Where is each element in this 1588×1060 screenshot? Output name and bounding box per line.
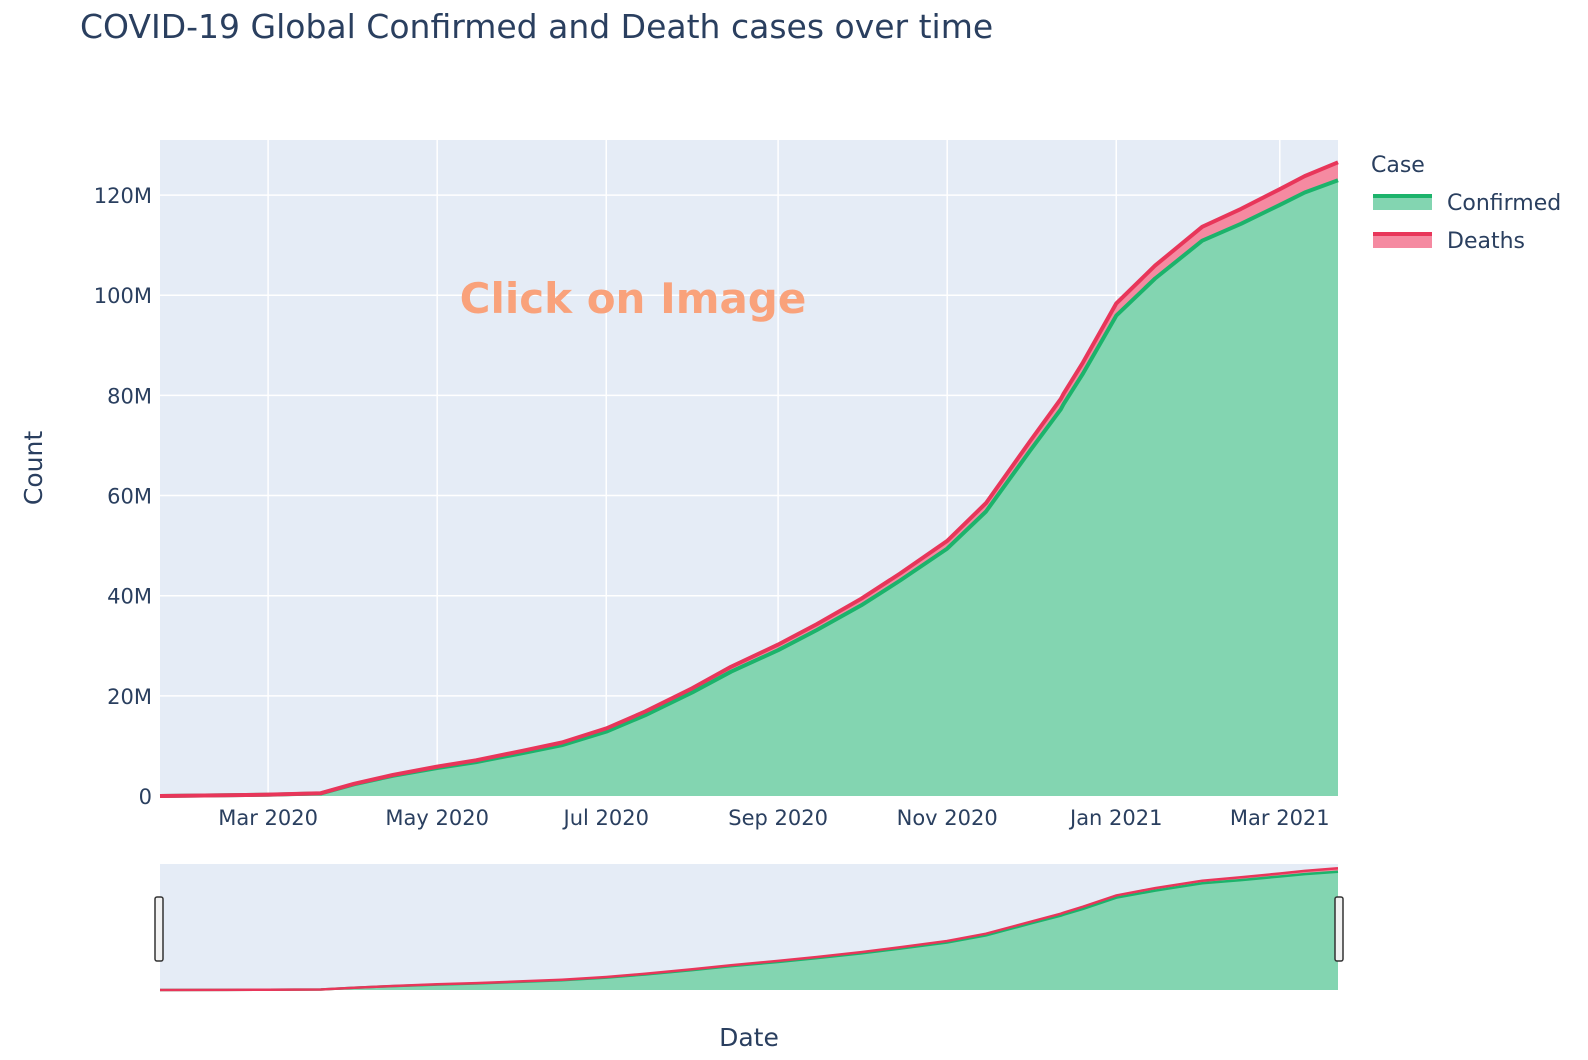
y-tick-label: 20M bbox=[107, 685, 152, 709]
x-tick-label: Jul 2020 bbox=[562, 806, 649, 830]
x-tick-label: Mar 2020 bbox=[218, 806, 318, 830]
x-tick-label: Jan 2021 bbox=[1068, 806, 1163, 830]
range-slider-preview bbox=[159, 867, 1339, 992]
x-tick-label: Nov 2020 bbox=[897, 806, 998, 830]
x-tick-label: Mar 2021 bbox=[1230, 806, 1330, 830]
range-slider-left-handle[interactable] bbox=[154, 896, 164, 962]
deaths-area bbox=[160, 162, 1338, 797]
x-axis-title: Date bbox=[719, 1023, 779, 1052]
slider-deaths-area bbox=[160, 868, 1338, 990]
legend-label-deaths: Deaths bbox=[1447, 229, 1525, 254]
confirmed-area bbox=[160, 180, 1338, 796]
click-annotation[interactable]: Click on Image bbox=[460, 274, 807, 323]
y-tick-label: 80M bbox=[107, 384, 152, 408]
y-tick-label: 60M bbox=[107, 485, 152, 509]
x-tick-label: May 2020 bbox=[385, 806, 489, 830]
y-tick-label: 0 bbox=[139, 785, 152, 809]
range-slider[interactable] bbox=[154, 864, 1344, 992]
legend-item-deaths[interactable]: Deaths bbox=[1373, 229, 1525, 254]
legend-item-confirmed[interactable]: Confirmed bbox=[1373, 191, 1561, 216]
y-tick-label: 100M bbox=[94, 284, 152, 308]
y-gridlines bbox=[160, 194, 1338, 697]
line-series bbox=[159, 160, 1339, 798]
legend-label-confirmed: Confirmed bbox=[1447, 191, 1561, 216]
y-axis-ticks: 0 20M 40M 60M 80M 100M 120M bbox=[94, 184, 152, 809]
x-tick-label: Sep 2020 bbox=[728, 806, 828, 830]
deaths-line[interactable] bbox=[159, 160, 1339, 798]
y-axis-title: Count bbox=[19, 431, 48, 505]
slider-confirmed-area bbox=[160, 871, 1338, 990]
range-slider-right-handle[interactable] bbox=[1334, 896, 1344, 962]
y-tick-label: 120M bbox=[94, 184, 152, 208]
area-series bbox=[160, 162, 1338, 797]
slider-deaths-line bbox=[159, 867, 1339, 992]
x-axis-ticks: Mar 2020 May 2020 Jul 2020 Sep 2020 Nov 2020… bbox=[218, 806, 1329, 830]
legend-title: Case bbox=[1371, 153, 1425, 178]
legend: Case Confirmed Deaths bbox=[1371, 153, 1561, 254]
y-tick-label: 40M bbox=[107, 585, 152, 609]
chart-title: COVID-19 Global Confirmed and Death case… bbox=[80, 7, 993, 46]
